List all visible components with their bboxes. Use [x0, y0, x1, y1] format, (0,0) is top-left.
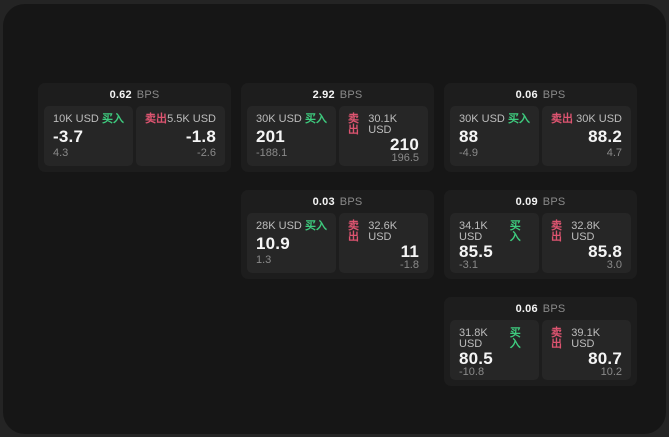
- buy-price: 88: [459, 127, 479, 146]
- card-body: 30K USD 买入 201 -188.1 卖出 30.1K USD 210 1…: [247, 106, 428, 166]
- bps-value: 0.06: [515, 302, 538, 315]
- card-body: 30K USD 买入 88 -4.9 卖出 30K USD 88.2 4.7: [450, 106, 631, 166]
- sell-notional: 30K USD: [576, 113, 622, 125]
- buy-tile[interactable]: 30K USD 买入 201 -188.1: [247, 106, 336, 166]
- sell-notional: 32.6K USD: [368, 220, 398, 243]
- sell-side-label: 卖出: [348, 220, 359, 243]
- buy-price: -3.7: [53, 127, 84, 146]
- sell-tile[interactable]: 卖出 30K USD 88.2 4.7: [542, 106, 631, 166]
- card-header: 0.03 BPS: [247, 190, 428, 213]
- sell-price: 210: [390, 135, 419, 154]
- sell-side-label: 卖出: [551, 220, 562, 243]
- sell-price: 85.8: [588, 242, 622, 261]
- bps-value: 0.06: [515, 88, 538, 101]
- buy-tile[interactable]: 28K USD 买入 10.9 1.3: [247, 213, 336, 273]
- buy-tile[interactable]: 34.1K USD 买入 85.5 -3.1: [450, 213, 539, 273]
- sell-delta: 196.5: [391, 152, 419, 164]
- card-header: 0.06 BPS: [450, 297, 631, 320]
- buy-notional: 30K USD: [256, 113, 302, 125]
- buy-delta: 1.3: [256, 254, 272, 266]
- quote-card: 0.09 BPS 34.1K USD 买入 85.5 -3.1 卖出 32.8K…: [444, 190, 637, 279]
- buy-notional: 10K USD: [53, 113, 99, 125]
- buy-price: 10.9: [256, 234, 290, 253]
- buy-delta: -188.1: [256, 147, 288, 159]
- sell-side-label: 卖出: [145, 113, 167, 125]
- buy-side-label: 买入: [305, 220, 327, 232]
- buy-side-label: 买入: [305, 113, 327, 125]
- card-header: 2.92 BPS: [247, 83, 428, 106]
- buy-price: 201: [256, 127, 285, 146]
- bps-unit-label: BPS: [136, 88, 160, 101]
- sell-delta: 10.2: [600, 366, 622, 378]
- sell-notional: 30.1K USD: [368, 113, 398, 136]
- card-body: 28K USD 买入 10.9 1.3 卖出 32.6K USD 11 -1.8: [247, 213, 428, 273]
- sell-side-label: 卖出: [551, 327, 562, 350]
- buy-delta: -4.9: [459, 147, 478, 159]
- sell-delta: 3.0: [606, 259, 622, 271]
- quote-card: 0.62 BPS 10K USD 买入 -3.7 4.3 卖出 5.5K USD…: [38, 83, 231, 172]
- sell-side-label: 卖出: [551, 113, 573, 125]
- buy-side-label: 买入: [102, 113, 124, 125]
- bps-unit-label: BPS: [542, 88, 566, 101]
- buy-tile[interactable]: 30K USD 买入 88 -4.9: [450, 106, 539, 166]
- buy-side-label: 买入: [509, 327, 521, 350]
- buy-price: 80.5: [459, 349, 493, 368]
- card-header: 0.62 BPS: [44, 83, 225, 106]
- buy-delta: 4.3: [53, 147, 69, 159]
- sell-price: 80.7: [588, 349, 622, 368]
- buy-side-label: 买入: [509, 220, 521, 243]
- sell-notional: 39.1K USD: [571, 327, 601, 350]
- sell-notional: 32.8K USD: [571, 220, 601, 243]
- bps-unit-label: BPS: [339, 195, 363, 208]
- buy-tile[interactable]: 31.8K USD 买入 80.5 -10.8: [450, 320, 539, 380]
- sell-tile[interactable]: 卖出 5.5K USD -1.8 -2.6: [136, 106, 225, 166]
- sell-tile[interactable]: 卖出 32.8K USD 85.8 3.0: [542, 213, 631, 273]
- buy-notional: 28K USD: [256, 220, 302, 232]
- bps-value: 0.03: [312, 195, 335, 208]
- bps-unit-label: BPS: [542, 195, 566, 208]
- buy-notional: 30K USD: [459, 113, 505, 125]
- card-body: 31.8K USD 买入 80.5 -10.8 卖出 39.1K USD 80.…: [450, 320, 631, 380]
- quote-card: 0.06 BPS 31.8K USD 买入 80.5 -10.8 卖出 39.1…: [444, 297, 637, 386]
- sell-price: 11: [400, 242, 419, 261]
- bps-unit-label: BPS: [339, 88, 363, 101]
- sell-delta: 4.7: [606, 147, 622, 159]
- buy-delta: -10.8: [459, 366, 485, 378]
- buy-side-label: 买入: [508, 113, 530, 125]
- bps-value: 0.62: [109, 88, 132, 101]
- sell-delta: -2.6: [197, 147, 216, 159]
- card-body: 34.1K USD 买入 85.5 -3.1 卖出 32.8K USD 85.8…: [450, 213, 631, 273]
- buy-delta: -3.1: [459, 259, 478, 271]
- sell-tile[interactable]: 卖出 32.6K USD 11 -1.8: [339, 213, 428, 273]
- sell-delta: -1.8: [400, 259, 419, 271]
- buy-price: 85.5: [459, 242, 493, 261]
- sell-price: 88.2: [588, 127, 622, 146]
- quote-card: 0.03 BPS 28K USD 买入 10.9 1.3 卖出 32.6K US…: [241, 190, 434, 279]
- bps-value: 0.09: [515, 195, 538, 208]
- card-body: 10K USD 买入 -3.7 4.3 卖出 5.5K USD -1.8 -2.…: [44, 106, 225, 166]
- buy-notional: 31.8K USD: [459, 327, 488, 350]
- card-header: 0.06 BPS: [450, 83, 631, 106]
- quote-card: 2.92 BPS 30K USD 买入 201 -188.1 卖出 30.1K …: [241, 83, 434, 172]
- sell-price: -1.8: [185, 127, 216, 146]
- sell-side-label: 卖出: [348, 113, 359, 136]
- sell-tile[interactable]: 卖出 30.1K USD 210 196.5: [339, 106, 428, 166]
- buy-notional: 34.1K USD: [459, 220, 488, 243]
- quote-card: 0.06 BPS 30K USD 买入 88 -4.9 卖出 30K USD 8…: [444, 83, 637, 172]
- sell-notional: 5.5K USD: [167, 113, 216, 125]
- buy-tile[interactable]: 10K USD 买入 -3.7 4.3: [44, 106, 133, 166]
- bps-value: 2.92: [312, 88, 335, 101]
- sell-tile[interactable]: 卖出 39.1K USD 80.7 10.2: [542, 320, 631, 380]
- card-header: 0.09 BPS: [450, 190, 631, 213]
- bps-unit-label: BPS: [542, 302, 566, 315]
